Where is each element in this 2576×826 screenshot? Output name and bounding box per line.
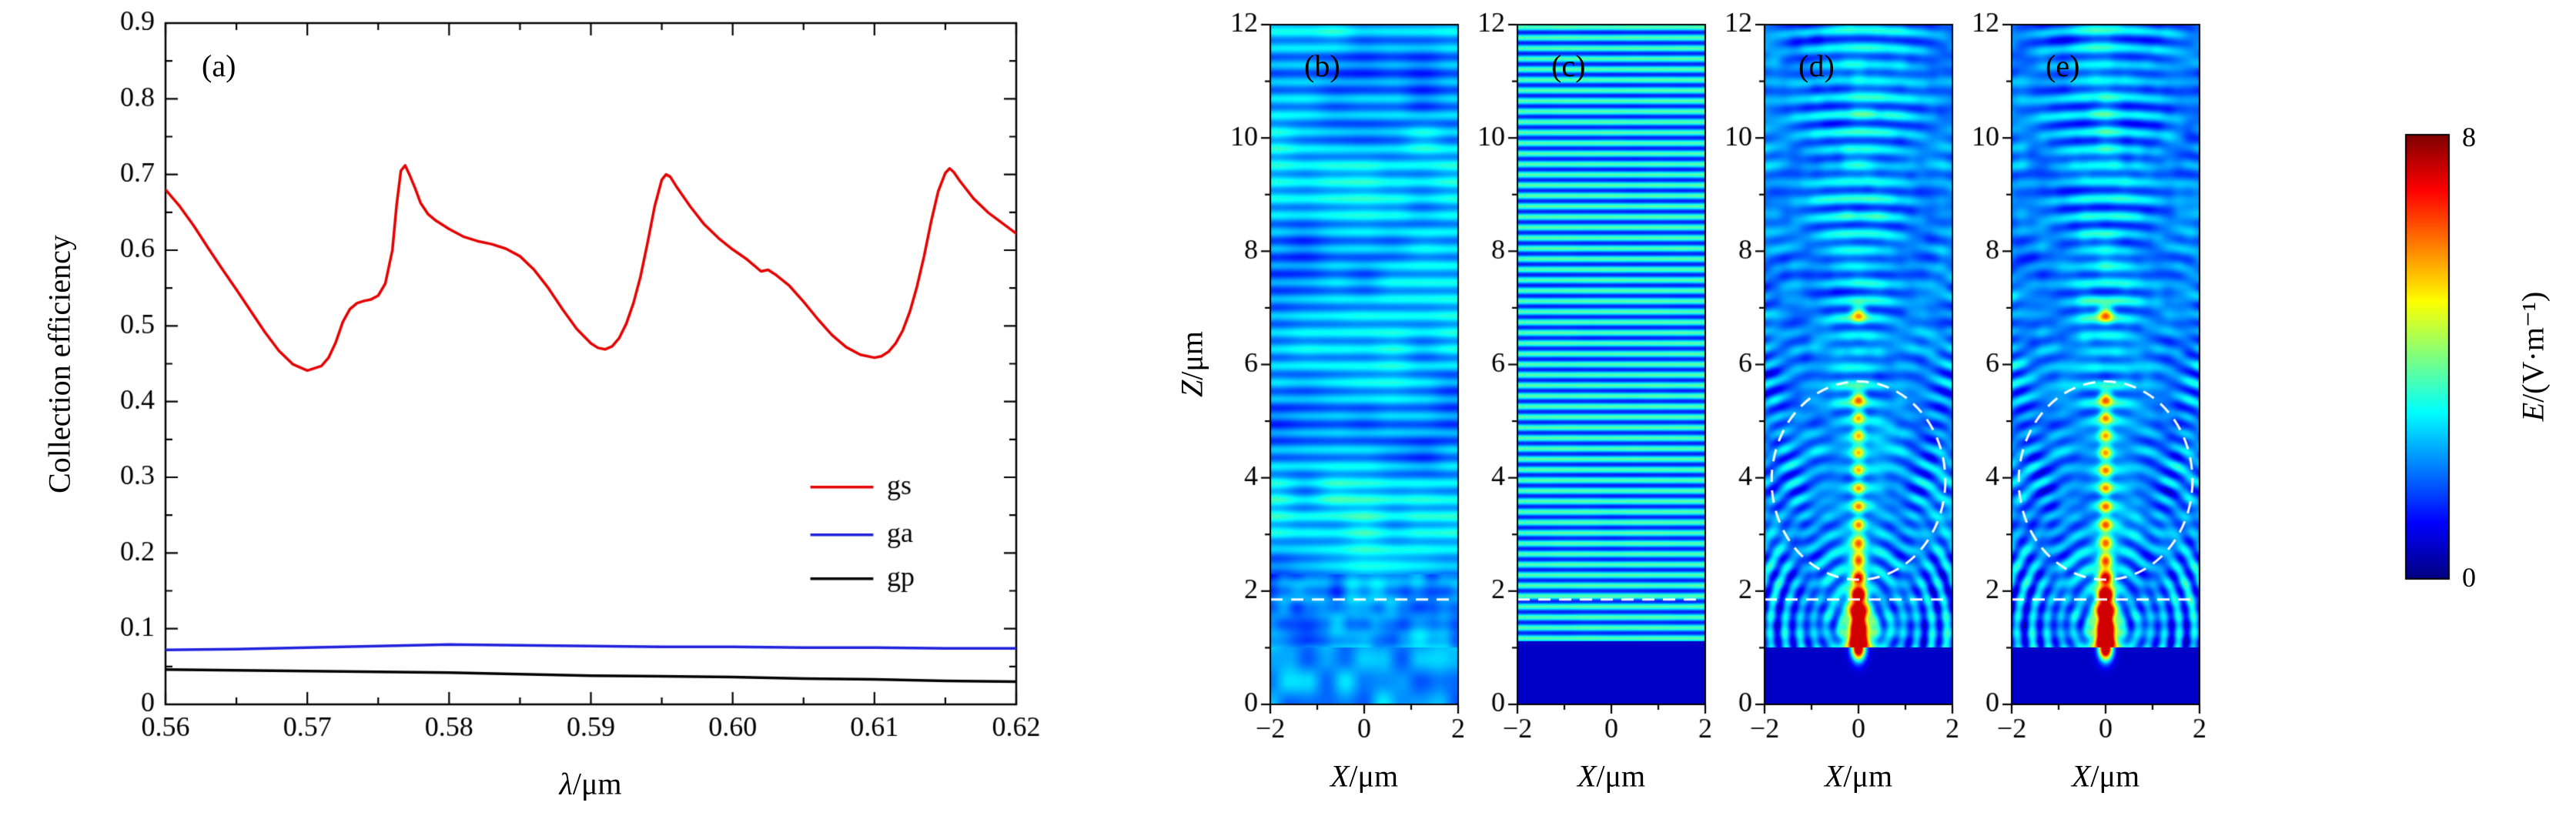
panel-e-x-var: X <box>2071 758 2091 794</box>
panel-a-x-axis-title-var: λ <box>559 766 573 801</box>
panel-b-x-var: X <box>1330 758 1350 794</box>
panel-d-x-var: X <box>1824 758 1844 794</box>
panel-a-plot <box>166 23 1016 704</box>
panel-a-x-axis-title: λ/μm <box>560 766 622 802</box>
panel-a-x-axis-title-unit: /μm <box>572 766 622 801</box>
panel-c-x-unit: /μm <box>1596 758 1646 794</box>
colorbar <box>2406 135 2449 579</box>
colorbar-title-unit: /(V·m⁻¹) <box>2515 291 2551 403</box>
colorbar-min-tick: 0 <box>2462 562 2476 593</box>
panel-c-x-axis-title: X/μm <box>1577 758 1645 794</box>
panel-c-label: (c) <box>1551 48 1586 83</box>
heatmap-z-axis-title-unit: /μm <box>1174 331 1209 380</box>
panel-c-x-var: X <box>1577 758 1597 794</box>
panel-a-y-axis-title: Collection efficiency <box>42 235 77 493</box>
colorbar-axis-title: E/(V·m⁻¹) <box>2515 292 2551 422</box>
panel-c-heatmap <box>1517 25 1705 704</box>
panel-d-x-unit: /μm <box>1843 758 1893 794</box>
panel-b-heatmap <box>1270 25 1458 704</box>
colorbar-max-tick: 8 <box>2462 122 2476 152</box>
panel-e-label: (e) <box>2046 48 2080 83</box>
colorbar-title-var: E <box>2515 402 2551 422</box>
heatmap-z-axis-title-var: Z <box>1174 380 1209 397</box>
panel-d-label: (d) <box>1798 48 1835 83</box>
panel-e-x-unit: /μm <box>2090 758 2140 794</box>
panel-b-label: (b) <box>1304 48 1340 83</box>
panel-d-x-axis-title: X/μm <box>1825 758 1892 794</box>
panel-b-x-axis-title: X/μm <box>1330 758 1398 794</box>
panel-e-x-axis-title: X/μm <box>2072 758 2139 794</box>
heatmap-z-axis-title: Z/μm <box>1174 331 1210 397</box>
panel-d-heatmap <box>1765 25 1952 704</box>
panel-b-x-unit: /μm <box>1349 758 1399 794</box>
panel-e-heatmap <box>2012 25 2200 704</box>
panel-a-label: (a) <box>202 48 236 83</box>
